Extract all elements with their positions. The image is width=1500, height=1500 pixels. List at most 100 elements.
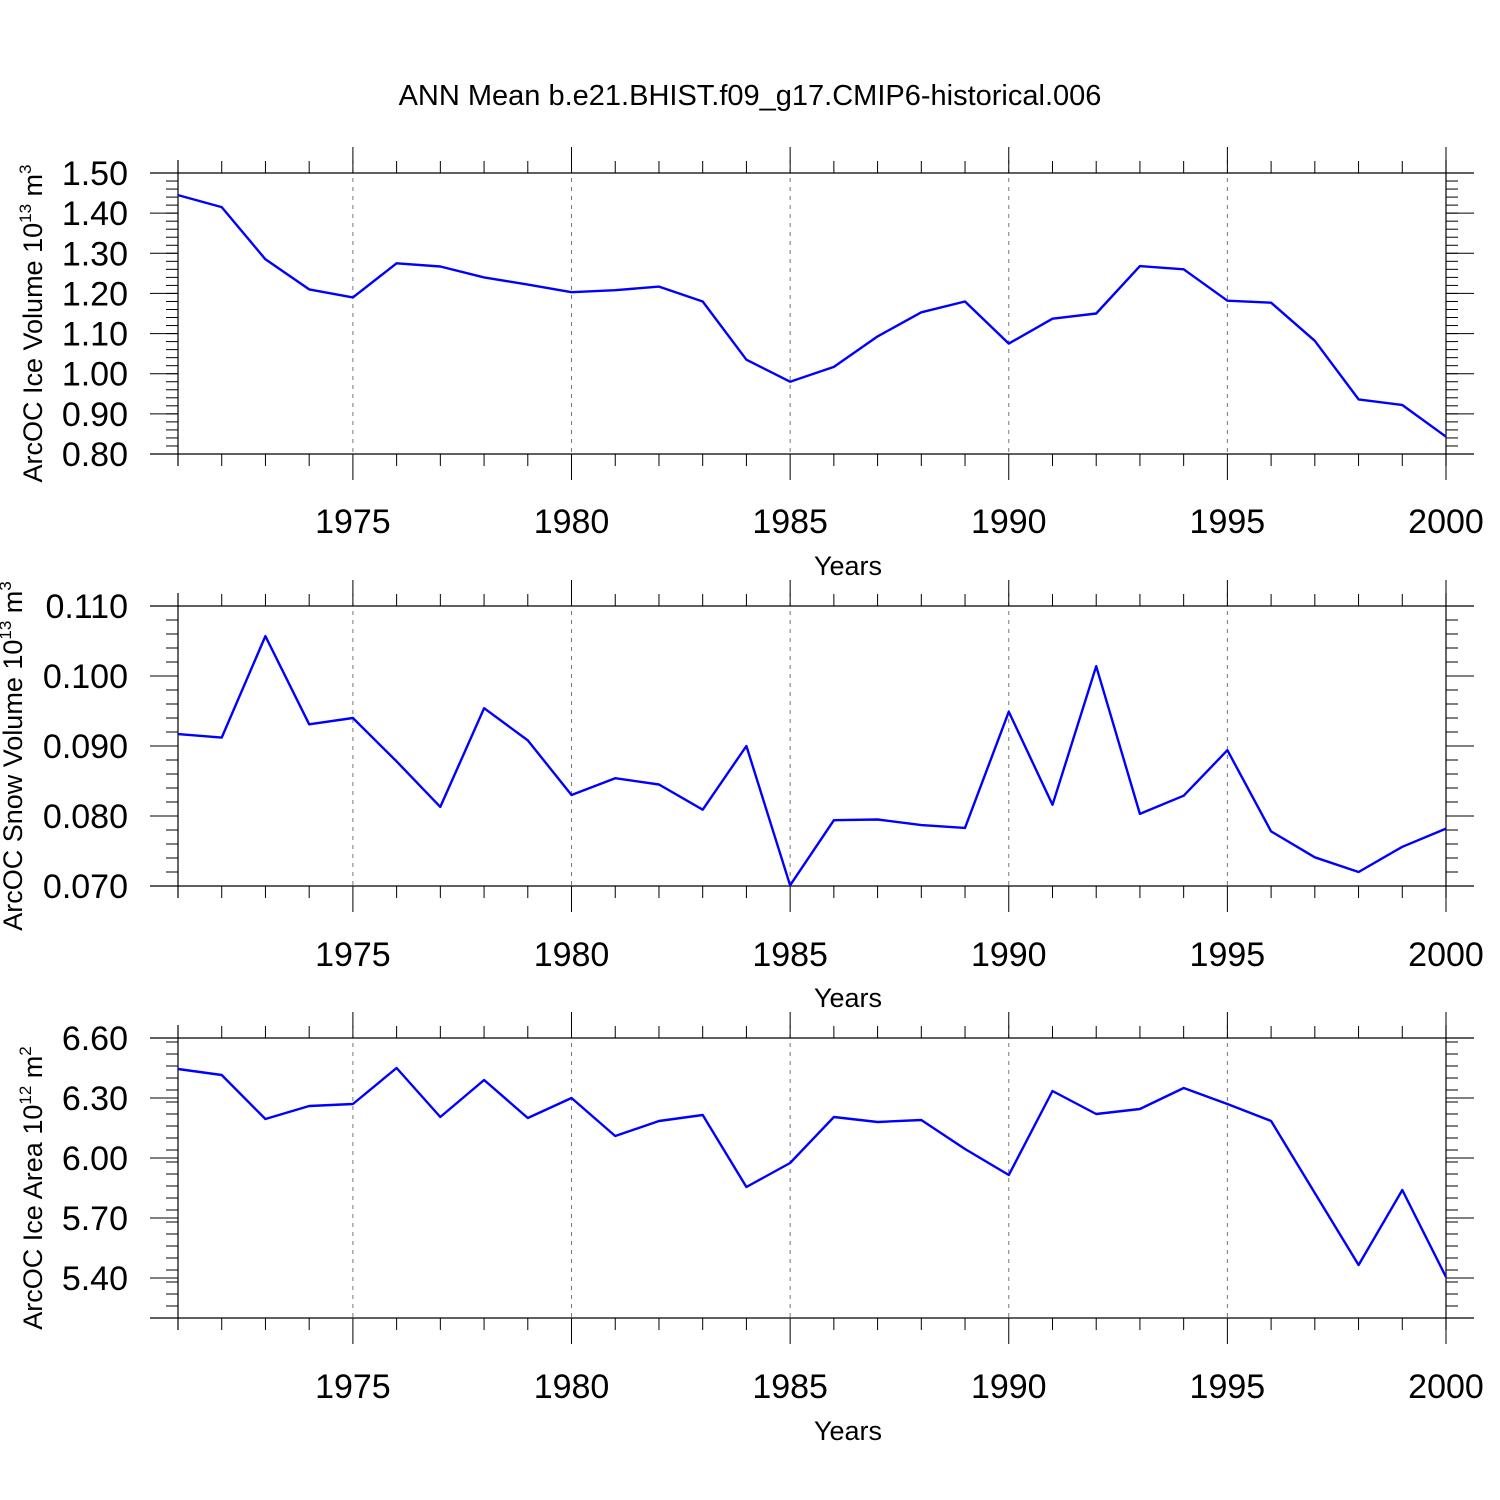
data-point — [1138, 264, 1142, 268]
x-tick-label: 1990 — [971, 503, 1047, 541]
data-point — [1357, 397, 1361, 401]
data-point — [176, 1067, 180, 1071]
y-tick-label: 0.110 — [45, 588, 128, 626]
data-point — [1094, 1112, 1098, 1116]
x-tick-label: 1995 — [1190, 936, 1266, 974]
y-axis-label: ArcOC Ice Volume 1013 m3 — [16, 164, 48, 482]
x-tick-label: 1980 — [534, 1368, 610, 1406]
data-point — [482, 1078, 486, 1082]
data-point — [1007, 710, 1011, 714]
data-point — [1182, 794, 1186, 798]
data-point — [1225, 748, 1229, 752]
data-point — [788, 883, 792, 887]
data-point — [1225, 299, 1229, 303]
data-point — [1182, 267, 1186, 271]
data-point — [701, 299, 705, 303]
y-tick-label: 0.80 — [62, 436, 128, 474]
data-point — [1138, 812, 1142, 816]
data-point — [1357, 1263, 1361, 1267]
data-point — [744, 358, 748, 362]
data-point — [570, 1096, 574, 1100]
data-point — [263, 257, 267, 261]
data-point — [1269, 1119, 1273, 1123]
y-tick-label: 1.50 — [62, 155, 128, 193]
data-point — [263, 1117, 267, 1121]
data-point — [351, 295, 355, 299]
data-point — [1182, 1086, 1186, 1090]
data-point — [220, 736, 224, 740]
x-tick-label: 1985 — [752, 503, 828, 541]
data-point — [1138, 1107, 1142, 1111]
panel-ice-volume: 1975 1980 1985 1990 1995 2000 Years 0.800.901.0… — [16, 147, 1484, 581]
data-point — [570, 290, 574, 294]
data-point — [307, 1104, 311, 1108]
y-tick-label: 1.20 — [62, 275, 128, 313]
data-point — [963, 826, 967, 830]
y-tick-label: 0.100 — [43, 658, 128, 696]
data-point — [1313, 339, 1317, 343]
y-tick-label: 5.70 — [62, 1200, 128, 1238]
data-point — [307, 287, 311, 291]
data-point — [438, 805, 442, 809]
y-tick-label: 6.00 — [62, 1140, 128, 1178]
y-tick-label: 0.070 — [43, 868, 128, 906]
panel-ice-area: 1975 1980 1985 1990 1995 2000 Years 5.40 5.70 6.0… — [16, 1012, 1484, 1446]
y-tick-label: 5.40 — [62, 1260, 128, 1298]
data-point — [876, 1120, 880, 1124]
x-tick-label: 2000 — [1408, 503, 1484, 541]
data-point — [438, 265, 442, 269]
data-point — [176, 193, 180, 197]
data-point — [613, 1134, 617, 1138]
data-point — [220, 205, 224, 209]
data-point — [832, 365, 836, 369]
x-tick-label: 1975 — [315, 1368, 391, 1406]
data-point — [395, 1066, 399, 1070]
data-point — [176, 732, 180, 736]
y-tick-label: 0.090 — [43, 728, 128, 766]
y-tick-label: 0.080 — [43, 798, 128, 836]
data-point — [832, 818, 836, 822]
data-point — [788, 1161, 792, 1165]
data-point — [570, 793, 574, 797]
data-point — [1400, 403, 1404, 407]
data-point — [876, 818, 880, 822]
data-point — [657, 285, 661, 289]
data-point — [1269, 829, 1273, 833]
data-point — [482, 706, 486, 710]
panel-snow-volume: 1975 1980 1985 1990 1995 2000 Years 0.070 0.080 0… — [0, 580, 1484, 1013]
x-tick-label: 1985 — [752, 1368, 828, 1406]
x-tick-label: 1990 — [971, 936, 1047, 974]
data-point — [1400, 1188, 1404, 1192]
y-axis-label: ArcOC Snow Volume 1013 m3 — [0, 581, 28, 931]
data-point — [1269, 301, 1273, 305]
data-point — [701, 808, 705, 812]
y-tick-label: 1.30 — [62, 235, 128, 273]
data-point — [1313, 1191, 1317, 1195]
x-tick-label: 1980 — [534, 503, 610, 541]
data-point — [744, 1185, 748, 1189]
data-point — [526, 1116, 530, 1120]
x-tick-label: 1980 — [534, 936, 610, 974]
series-line-ice-area — [177, 1066, 1448, 1278]
data-point — [1007, 1173, 1011, 1177]
x-tick-label: 1990 — [971, 1368, 1047, 1406]
y-tick-label: 1.10 — [62, 316, 128, 354]
x-axis-label: Years — [814, 551, 882, 581]
data-point — [1225, 1102, 1229, 1106]
data-point — [395, 759, 399, 763]
data-point — [1050, 317, 1054, 321]
data-point — [613, 288, 617, 292]
data-point — [395, 261, 399, 265]
data-point — [1357, 870, 1361, 874]
panels: 1975 1980 1985 1990 1995 2000 Years 0.800.901.0… — [0, 147, 1484, 1446]
x-tick-label: 1985 — [752, 936, 828, 974]
x-tick-label: 1975 — [315, 936, 391, 974]
x-axis-label: Years — [814, 983, 882, 1013]
data-point — [351, 716, 355, 720]
y-tick-label: 1.40 — [62, 195, 128, 233]
data-point — [1094, 312, 1098, 316]
data-point — [1050, 803, 1054, 807]
data-point — [1444, 435, 1448, 439]
series-line-ice-volume — [177, 193, 1447, 438]
